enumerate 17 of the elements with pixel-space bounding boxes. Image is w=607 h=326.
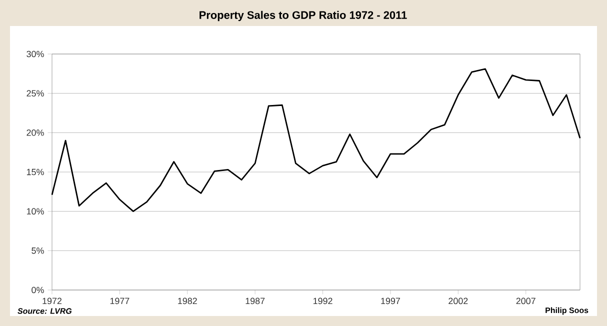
x-tick-label: 1972 — [42, 298, 62, 304]
y-tick-label: 30% — [26, 50, 44, 58]
y-tick-label: 15% — [26, 168, 44, 176]
x-tick-label: 2002 — [448, 298, 468, 304]
x-tick-label: 1982 — [178, 298, 197, 304]
y-tick-label: 5% — [32, 248, 44, 254]
x-tick-label: 1987 — [246, 298, 265, 304]
x-tick-label: 2007 — [516, 298, 536, 304]
y-tick-label: 10% — [26, 208, 44, 215]
y-tick-label: 0% — [32, 286, 44, 294]
line-series — [51, 68, 581, 212]
y-tick-label: 25% — [26, 90, 44, 97]
x-tick-label: 1977 — [110, 298, 130, 304]
chart-title: Property Sales to GDP Ratio 1972 - 2011 — [200, 10, 407, 22]
y-tick-label: 20% — [26, 129, 44, 136]
x-tick-label: 1992 — [313, 298, 332, 304]
x-tick-label: 1997 — [381, 298, 400, 304]
